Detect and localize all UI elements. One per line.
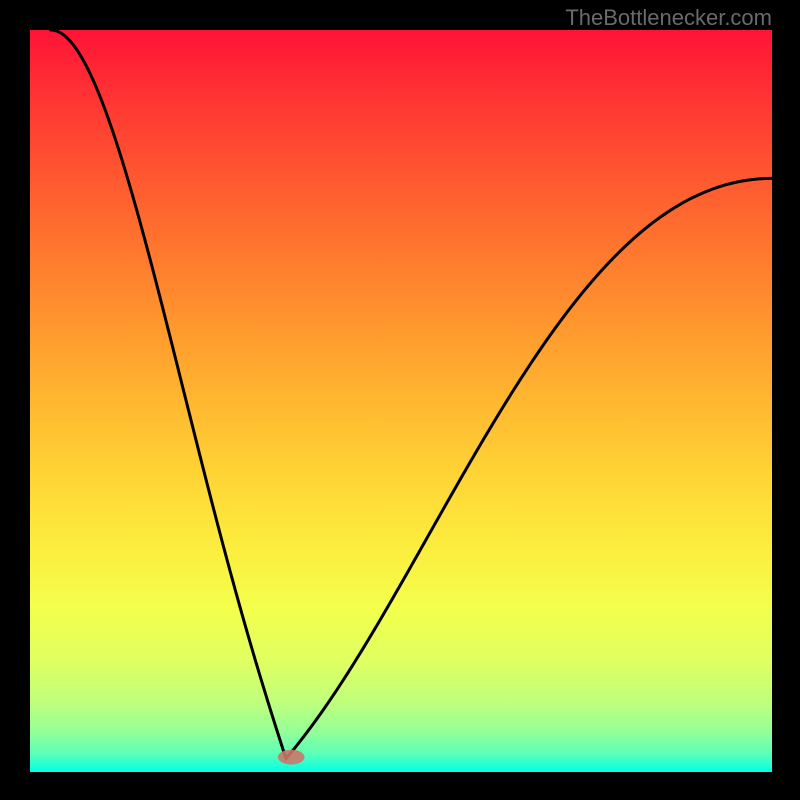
bottleneck-curve [30,30,772,772]
vertex-marker [278,750,305,765]
chart-container: TheBottlenecker.com [0,0,800,800]
plot-area [30,30,772,772]
v-curve-path [51,30,772,759]
watermark-text: TheBottlenecker.com [565,5,772,31]
